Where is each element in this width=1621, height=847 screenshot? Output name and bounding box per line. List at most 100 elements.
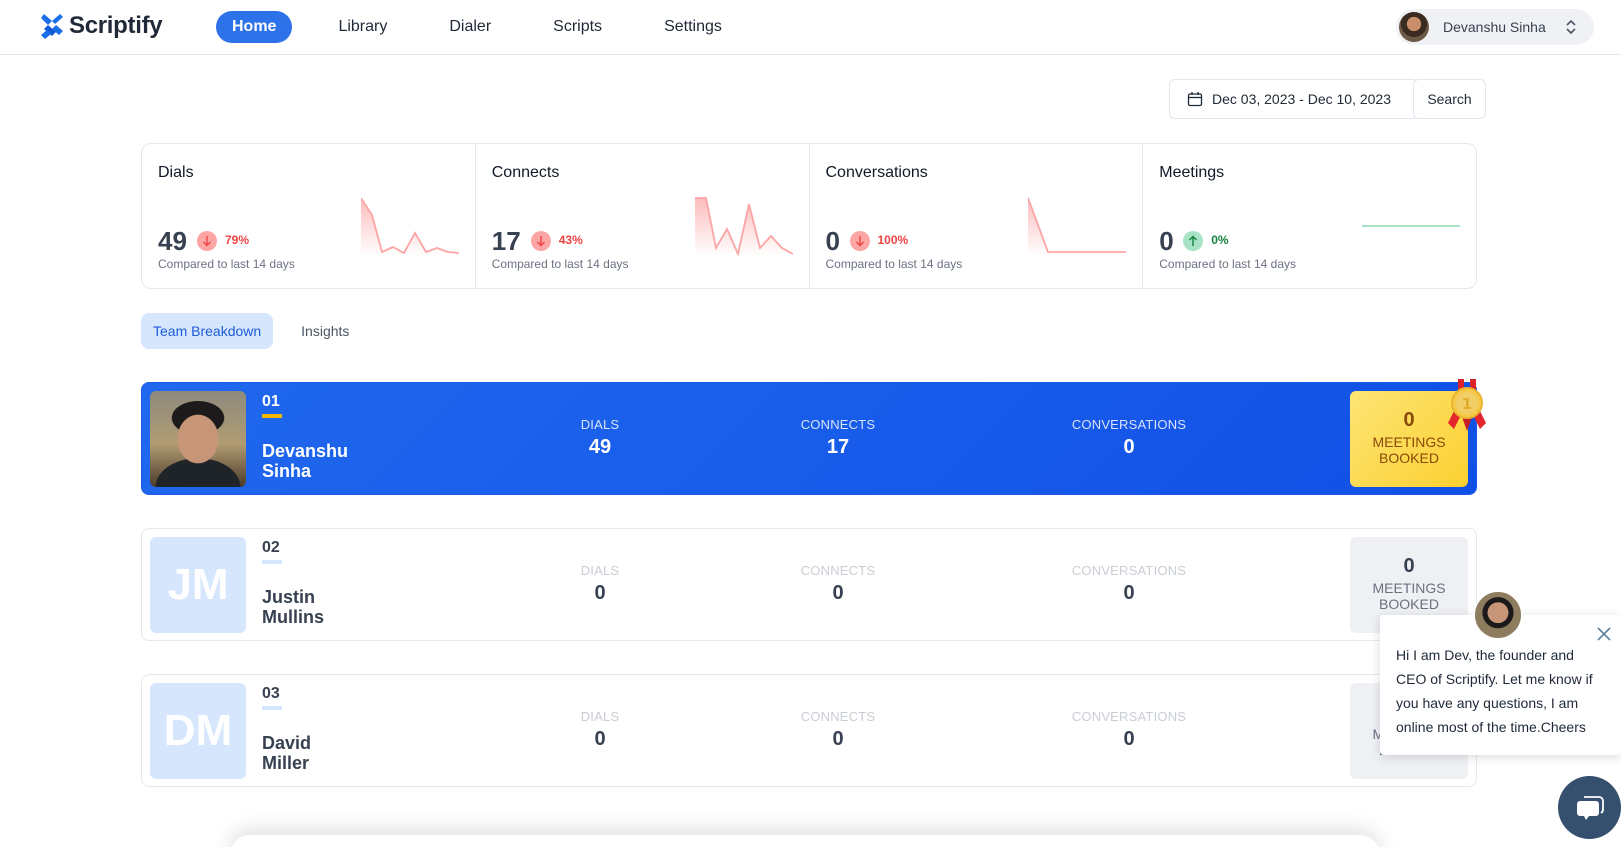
metric-label: CONNECTS [800, 709, 876, 724]
rank-underline [262, 560, 282, 564]
metric-value: 49 [588, 436, 612, 458]
tab-insights[interactable]: Insights [301, 323, 350, 339]
tab-team-breakdown[interactable]: Team Breakdown [141, 313, 274, 349]
metric-value: 0 [1123, 728, 1135, 750]
arrow-down-icon [849, 231, 870, 251]
user-menu[interactable]: Devanshu Sinha [1396, 9, 1594, 45]
stat-subtitle: Compared to last 14 days [158, 257, 295, 271]
nav-settings[interactable]: Settings [664, 18, 722, 35]
close-icon[interactable] [1595, 625, 1613, 643]
meetings-label: MEETINGS BOOKED [1372, 434, 1446, 466]
metric-connects: CONNECTS 0 [788, 709, 888, 751]
bottom-panel-edge [230, 835, 1380, 847]
sparkline-dials [360, 197, 459, 256]
member-photo [150, 391, 246, 487]
date-range-picker[interactable]: Dec 03, 2023 - Dec 10, 2023 [1169, 79, 1415, 119]
first-place-medal-icon: 1 [1448, 379, 1486, 431]
founder-avatar [1474, 591, 1522, 639]
stat-change: 0% [1211, 233, 1229, 247]
member-name: Devanshu Sinha [262, 441, 372, 481]
metric-label: DIALS [580, 563, 620, 578]
metric-label: CONNECTS [800, 563, 876, 578]
leaderboard-row[interactable]: 01 Devanshu Sinha DIALS 49 CONNECTS 17 C… [141, 379, 1486, 495]
stat-title: Connects [491, 164, 560, 181]
chevron-up-down-icon [1566, 19, 1576, 35]
metric-value: 0 [594, 728, 606, 750]
member-last-name: Sinha [262, 461, 312, 481]
date-range-value: Dec 03, 2023 - Dec 10, 2023 [1212, 91, 1392, 107]
nav-dialer[interactable]: Dialer [449, 18, 492, 35]
metric-label: DIALS [580, 417, 620, 432]
calendar-icon [1187, 92, 1203, 107]
view-tabs: Team Breakdown Insights [141, 313, 361, 349]
user-name: Devanshu Sinha [1443, 19, 1546, 35]
metric-value: 0 [832, 582, 844, 604]
stat-subtitle: Compared to last 14 days [1159, 257, 1296, 271]
metric-label: CONVERSATIONS [1071, 417, 1187, 432]
stat-value: 0 [1159, 226, 1174, 256]
member-first-name: Justin [262, 587, 316, 607]
metric-label: CONNECTS [800, 417, 876, 432]
member-last-name: Mullins [262, 607, 324, 627]
nav-library[interactable]: Library [338, 18, 388, 35]
meetings-value: 0 [1403, 555, 1415, 577]
metric-connects: CONNECTS 17 [788, 417, 888, 459]
stat-value: 17 [491, 226, 521, 256]
metric-conversations: CONVERSATIONS 0 [1054, 709, 1204, 751]
metric-label: CONVERSATIONS [1071, 709, 1187, 724]
rank-underline [262, 414, 282, 418]
metric-conversations: CONVERSATIONS 0 [1054, 563, 1204, 605]
nav-home[interactable]: Home [216, 11, 293, 43]
stat-change: 79% [225, 233, 250, 247]
stat-title: Dials [158, 164, 194, 181]
top-nav: Scriptify Home Library Dialer Scripts Se… [0, 0, 1621, 55]
stat-title: Conversations [825, 164, 928, 181]
arrow-up-icon [1183, 231, 1204, 251]
chat-bubble-icon [1576, 795, 1604, 820]
stat-change: 100% [877, 233, 909, 247]
metric-dials: DIALS 0 [560, 563, 640, 605]
leaderboard-row[interactable]: JM 02 Justin Mullins DIALS 0 CONNECTS 0 … [141, 528, 1477, 641]
arrow-down-icon [530, 231, 551, 251]
stats-panel: Dials 49 79% Compared to last 14 days Co… [141, 143, 1477, 289]
metric-value: 0 [1123, 436, 1135, 458]
sparkline-conversations [1028, 197, 1127, 256]
chat-message: Hi I am Dev, the founder and CEO of Scri… [1396, 647, 1593, 735]
rank-number: 01 [262, 393, 280, 410]
metric-dials: DIALS 49 [560, 417, 640, 459]
stat-change: 43% [558, 233, 583, 247]
chat-launcher-button[interactable] [1558, 776, 1621, 839]
scriptify-logo-icon [41, 14, 63, 39]
stat-value: 0 [825, 226, 840, 256]
member-name: David Miller [262, 733, 372, 773]
meetings-value: 0 [1403, 409, 1415, 431]
meetings-booked-box: 0 MEETINGS BOOKED [1350, 391, 1468, 487]
metric-conversations: CONVERSATIONS 0 [1054, 417, 1204, 459]
member-first-name: David [262, 733, 312, 753]
leaderboard-row[interactable]: DM 03 David Miller DIALS 0 CONNECTS 0 CO… [141, 674, 1477, 787]
member-initials-avatar: DM [150, 683, 246, 779]
metric-value: 0 [832, 728, 844, 750]
member-last-name: Miller [262, 753, 310, 773]
rank-number: 03 [262, 685, 280, 702]
rank-underline [262, 706, 282, 710]
metric-label: CONVERSATIONS [1071, 563, 1187, 578]
search-button[interactable]: Search [1413, 79, 1486, 119]
stat-card-meetings: Meetings 0 0% Compared to last 14 days [1143, 144, 1476, 288]
metric-label: DIALS [580, 709, 620, 724]
member-name: Justin Mullins [262, 587, 372, 627]
sparkline-meetings [1362, 225, 1460, 227]
brand-logo[interactable]: Scriptify [41, 12, 163, 40]
nav-scripts[interactable]: Scripts [553, 18, 603, 35]
metric-value: 0 [594, 582, 606, 604]
brand-name: Scriptify [69, 12, 163, 39]
member-initials-avatar: JM [150, 537, 246, 633]
stat-card-dials: Dials 49 79% Compared to last 14 days [142, 144, 476, 288]
user-avatar [1399, 12, 1429, 42]
member-first-name: Devanshu [262, 441, 349, 461]
rank-number: 02 [262, 539, 280, 556]
stat-subtitle: Compared to last 14 days [825, 257, 963, 271]
metric-connects: CONNECTS 0 [788, 563, 888, 605]
sparkline-connects [694, 197, 793, 256]
stat-title: Meetings [1159, 164, 1225, 181]
